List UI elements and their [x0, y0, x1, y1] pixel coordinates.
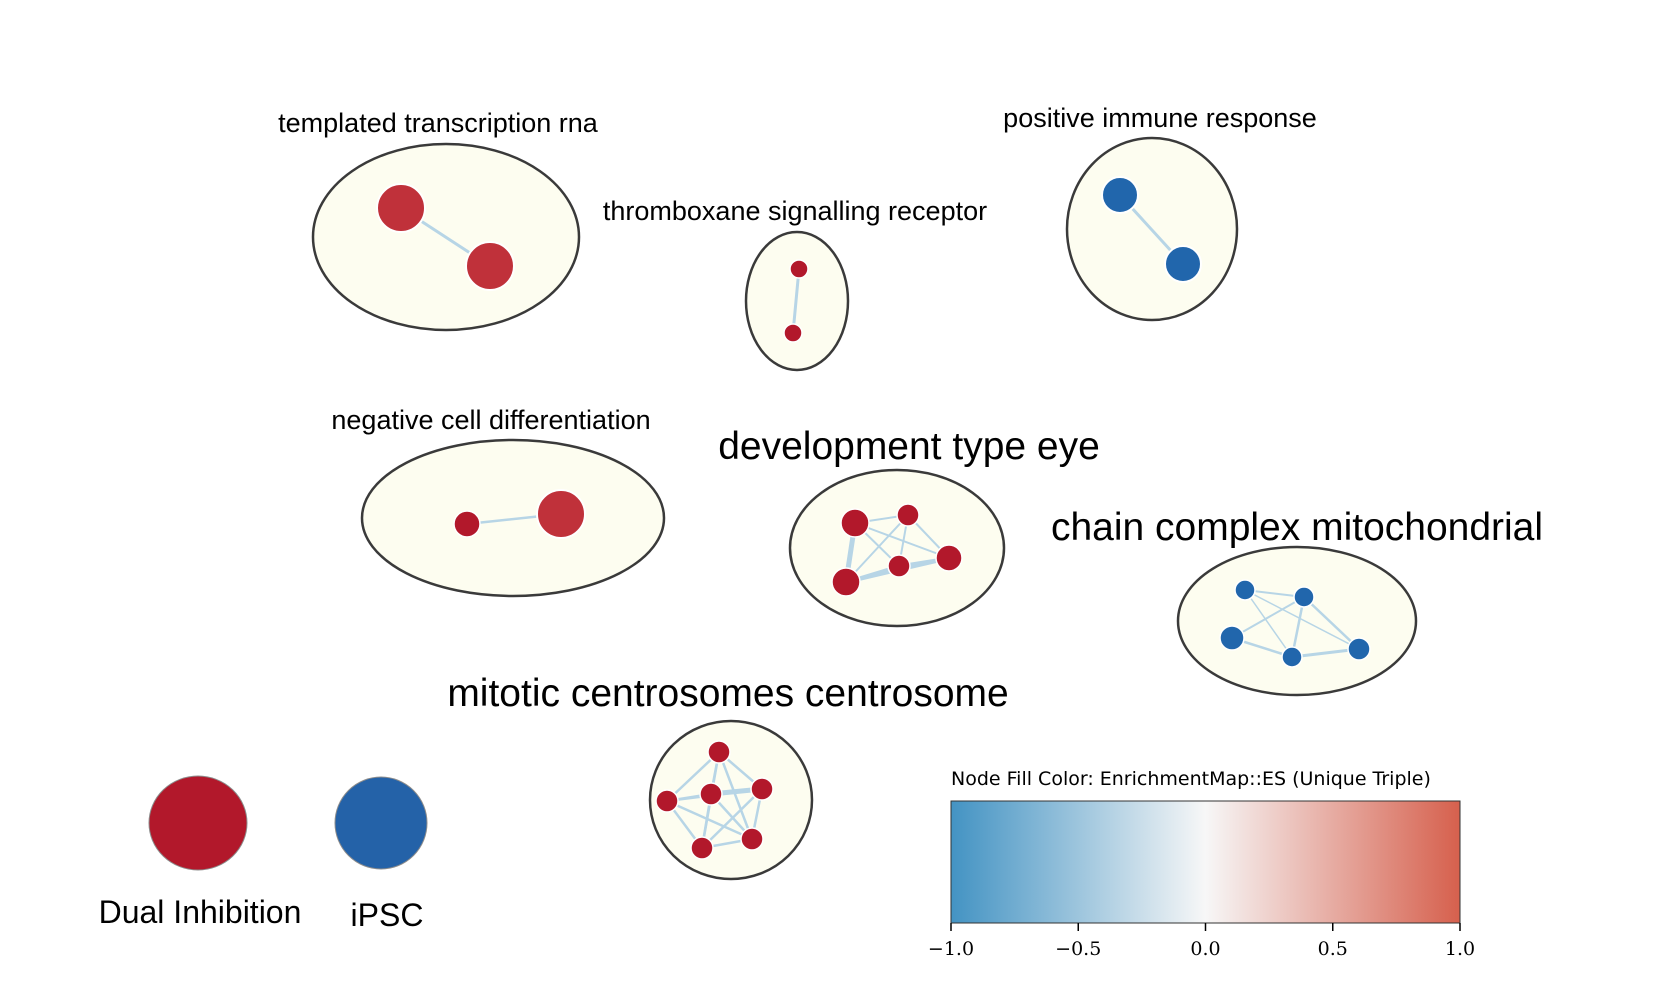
colorbar: Node Fill Color: EnrichmentMap::ES (Uniq… — [928, 768, 1475, 960]
colorbar-title: Node Fill Color: EnrichmentMap::ES (Uniq… — [951, 768, 1431, 790]
cluster-label: mitotic centrosomes centrosome — [447, 672, 1008, 715]
network-node[interactable] — [707, 740, 731, 764]
network-node[interactable] — [453, 510, 481, 538]
network-node[interactable] — [465, 241, 515, 291]
network-node[interactable] — [831, 567, 861, 597]
cluster-templated-transcription-rna[interactable]: templated transcription rna — [278, 108, 599, 332]
cluster-label: thromboxane signalling receptor — [603, 196, 987, 226]
legend-item-dual-inhibition: Dual Inhibition — [99, 775, 302, 930]
cluster-positive-immune-response[interactable]: positive immune response — [1003, 103, 1317, 322]
network-node[interactable] — [655, 789, 679, 813]
network-node[interactable] — [1164, 245, 1202, 283]
blue-circle-icon — [334, 776, 428, 870]
network-node[interactable] — [699, 782, 723, 806]
network-node[interactable] — [690, 836, 714, 860]
cluster-negative-cell-differentiation[interactable]: negative cell differentiation — [331, 405, 666, 598]
network-node[interactable] — [1234, 579, 1256, 601]
legend-item-ipsc: iPSC — [334, 776, 428, 933]
colorbar-tick-label: −1.0 — [928, 938, 974, 960]
network-node[interactable] — [789, 259, 809, 279]
network-edge — [791, 268, 801, 334]
cluster-label: development type eye — [718, 425, 1100, 468]
cluster-label: chain complex mitochondrial — [1051, 506, 1543, 549]
colorbar-ticks: −1.0 −0.5 0.0 0.5 1.0 — [928, 923, 1475, 960]
network-node[interactable] — [1219, 625, 1245, 651]
cluster-boundary — [788, 468, 1006, 628]
network-node[interactable] — [536, 489, 586, 539]
cluster-thromboxane-signalling-receptor[interactable]: thromboxane signalling receptor — [603, 196, 987, 372]
network-node[interactable] — [1293, 586, 1315, 608]
legend-label: iPSC — [351, 897, 424, 933]
network-node[interactable] — [896, 503, 920, 527]
colorbar-tick-label: 0.5 — [1318, 938, 1348, 960]
network-node[interactable] — [887, 554, 911, 578]
cluster-development-type-eye[interactable]: development type eye — [718, 425, 1100, 628]
network-node[interactable] — [1281, 646, 1303, 668]
network-node[interactable] — [740, 827, 764, 851]
network-node[interactable] — [750, 777, 774, 801]
cluster-boundary — [1176, 545, 1418, 697]
cluster-boundary — [648, 719, 814, 881]
red-circle-icon — [148, 775, 248, 871]
cluster-chain-complex-mitochondrial[interactable]: chain complex mitochondrial — [1051, 506, 1543, 697]
network-node[interactable] — [1101, 176, 1139, 214]
network-node[interactable] — [783, 323, 803, 343]
legend-label: Dual Inhibition — [99, 894, 302, 930]
colorbar-tick-label: −0.5 — [1055, 938, 1101, 960]
cluster-label: positive immune response — [1003, 103, 1317, 133]
colorbar-gradient — [950, 800, 1461, 924]
network-node[interactable] — [840, 508, 870, 538]
legend: Dual Inhibition iPSC — [99, 775, 428, 933]
colorbar-tick-label: 0.0 — [1190, 938, 1220, 960]
cluster-label: templated transcription rna — [278, 108, 599, 138]
network-node[interactable] — [376, 183, 426, 233]
network-node[interactable] — [1347, 637, 1371, 661]
network-node[interactable] — [935, 544, 963, 572]
cluster-label: negative cell differentiation — [331, 405, 650, 435]
cluster-mitotic-centrosomes-centrosome[interactable]: mitotic centrosomes centrosome — [447, 672, 1009, 881]
colorbar-tick-label: 1.0 — [1445, 938, 1475, 960]
